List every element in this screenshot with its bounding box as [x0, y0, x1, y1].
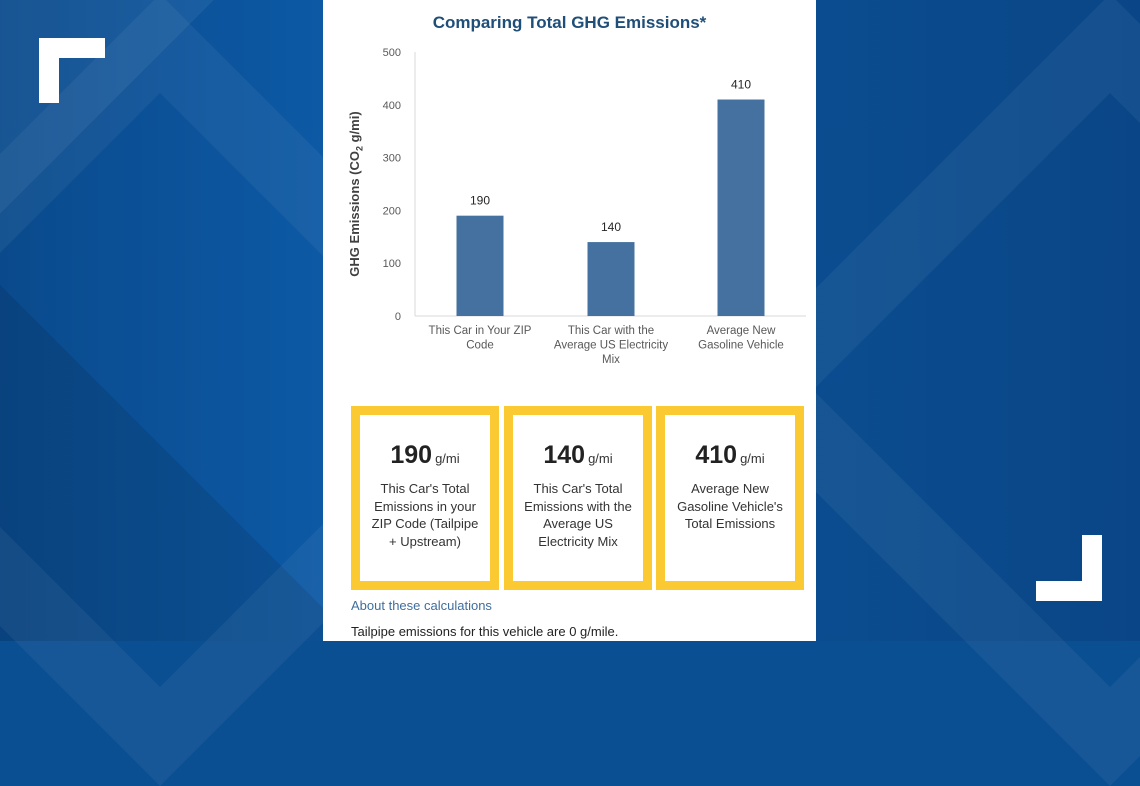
card-unit: g/mi: [740, 451, 765, 466]
tailpipe-note: Tailpipe emissions for this vehicle are …: [351, 624, 619, 639]
x-tick-label: Average New Gasoline Vehicle: [698, 325, 784, 352]
emission-cards: 190 g/mi This Car's Total Emissions in yo…: [351, 406, 805, 590]
corner-bracket-bottom-right: [1036, 535, 1102, 601]
chart-title: Comparing Total GHG Emissions*: [432, 13, 707, 32]
emissions-panel: Comparing Total GHG Emissions* GHG Emiss…: [323, 0, 816, 641]
y-tick-label: 200: [383, 205, 401, 217]
data-label: 410: [731, 78, 751, 92]
bar-chart: 0 100 200 300 400 500 190 This Car in Your ZIP C…: [383, 47, 806, 366]
bar: [587, 242, 635, 316]
y-tick-label: 300: [383, 153, 401, 165]
card-description: This Car's Total Emissions in your ZIP C…: [371, 481, 479, 549]
y-tick-label: 400: [383, 100, 401, 112]
about-calculations-link[interactable]: About these calculations: [351, 598, 492, 613]
y-tick-label: 500: [383, 47, 401, 59]
y-tick-label: 0: [395, 311, 401, 323]
y-tick-label: 100: [383, 258, 401, 270]
card-number: 190: [390, 441, 433, 469]
card-gasoline: 410 g/mi Average New Gasoline Vehicle's T…: [656, 406, 804, 590]
x-tick-label: This Car in Your ZIP Code: [429, 325, 532, 352]
bar: [456, 215, 504, 316]
card-description: This Car's Total Emissions with the Aver…: [524, 481, 632, 549]
data-label: 140: [601, 220, 621, 234]
card-us-mix: 140 g/mi This Car's Total Emissions with …: [504, 406, 652, 590]
corner-bracket-top-left: [39, 38, 105, 103]
card-number: 410: [695, 441, 738, 469]
card-description: Average New Gasoline Vehicle's Total Emi…: [677, 481, 783, 531]
data-label: 190: [470, 194, 490, 208]
bar: [717, 99, 765, 317]
card-zip: 190 g/mi This Car's Total Emissions in yo…: [351, 406, 499, 590]
card-unit: g/mi: [435, 451, 460, 466]
card-number: 140: [543, 441, 586, 469]
x-tick-label: This Car with the Average US Electricity M…: [554, 325, 668, 366]
card-unit: g/mi: [588, 451, 613, 466]
